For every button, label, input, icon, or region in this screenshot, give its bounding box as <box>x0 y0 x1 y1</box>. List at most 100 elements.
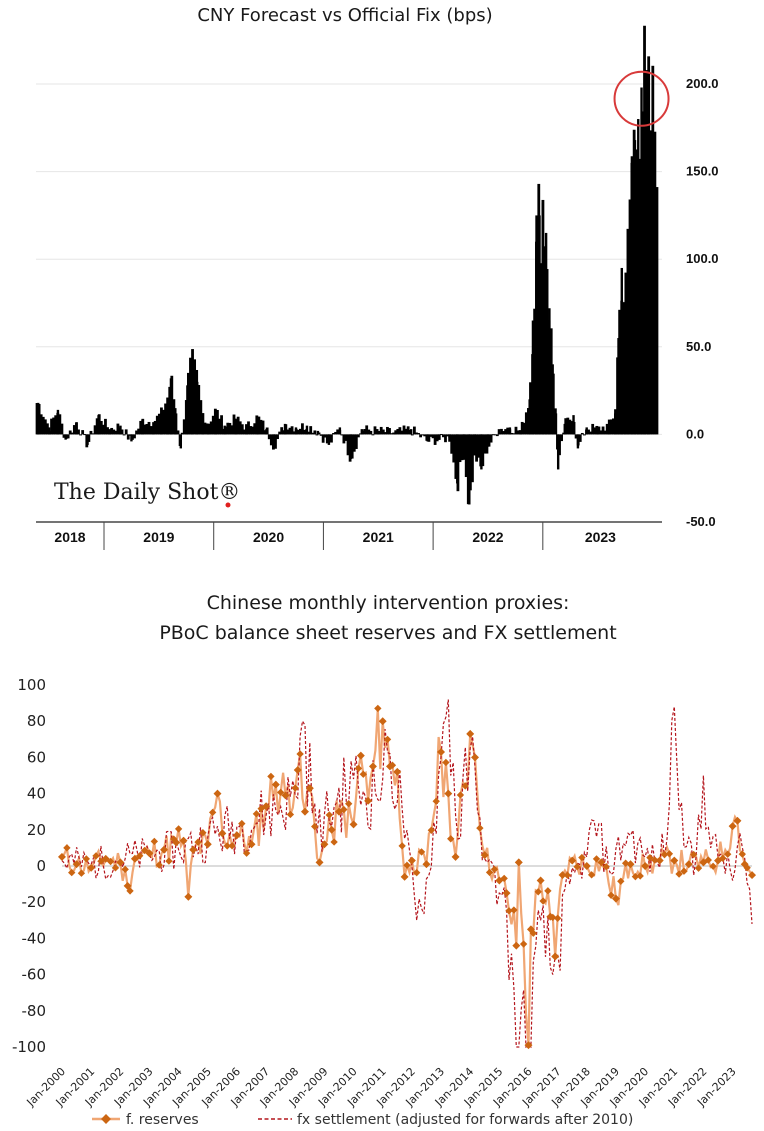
bar <box>412 426 416 435</box>
bar <box>404 428 408 435</box>
bar <box>261 420 265 435</box>
reserves-point <box>573 863 581 871</box>
bar <box>319 434 323 436</box>
y-tick-label: 0.0 <box>686 426 704 441</box>
reserves-point <box>631 872 640 881</box>
reserves-point <box>417 848 426 856</box>
bar <box>419 434 423 438</box>
y-tick-label: 150.0 <box>686 164 719 179</box>
bar <box>612 418 615 435</box>
bar <box>375 429 379 435</box>
bar <box>301 423 304 435</box>
bar <box>450 434 454 454</box>
bar <box>272 434 276 447</box>
fx-settlement-line <box>61 699 753 1049</box>
reserves-point <box>267 772 275 781</box>
reserves-point <box>592 855 601 863</box>
bar <box>591 423 595 435</box>
reserves-point <box>607 891 615 899</box>
reserves-point <box>442 758 450 767</box>
bar <box>145 424 149 435</box>
year-label: 2019 <box>143 529 174 545</box>
y-tick-label: 40 <box>27 785 46 803</box>
bar <box>58 414 62 435</box>
bar <box>81 430 85 435</box>
y-tick-label: 60 <box>27 748 46 766</box>
bar <box>325 434 329 444</box>
bar <box>60 423 64 435</box>
bar <box>203 422 207 435</box>
bar <box>75 422 78 435</box>
year-label: 2022 <box>472 529 503 545</box>
bar <box>108 429 111 435</box>
reserves-point <box>536 876 545 885</box>
bar <box>539 263 543 435</box>
reserves-point <box>218 829 227 838</box>
reserves-point <box>82 855 91 863</box>
y-tick-label: 80 <box>27 712 46 730</box>
reserves-point <box>451 852 460 861</box>
bar <box>402 425 406 435</box>
bar <box>54 415 58 435</box>
bar <box>86 434 89 445</box>
bar <box>439 434 443 436</box>
reserves-point <box>432 797 440 805</box>
bar <box>597 426 601 435</box>
bar <box>468 434 471 505</box>
bar <box>46 423 49 435</box>
bar <box>189 357 192 435</box>
bar <box>323 434 327 438</box>
bar <box>172 399 176 435</box>
bar <box>617 338 620 435</box>
bar <box>473 434 477 456</box>
bar <box>599 430 603 435</box>
bar <box>427 434 431 442</box>
bar <box>274 434 277 449</box>
bar <box>520 421 524 435</box>
bar <box>168 386 172 435</box>
bar <box>330 434 333 443</box>
bar <box>77 429 80 435</box>
bar <box>388 428 391 435</box>
y-tick-label: -40 <box>22 929 47 947</box>
bar <box>634 149 638 435</box>
reserves-point <box>636 872 644 880</box>
bar <box>334 431 337 435</box>
bar <box>338 427 342 435</box>
reserves-point <box>512 941 521 950</box>
bar <box>169 378 173 435</box>
bar <box>437 434 440 440</box>
bar <box>398 427 402 435</box>
bar <box>435 434 439 442</box>
bar <box>582 434 586 436</box>
reserves-point <box>330 838 338 846</box>
bar <box>234 418 237 435</box>
bar <box>560 434 563 442</box>
bar <box>558 434 561 456</box>
bar <box>431 434 435 439</box>
reserves-point <box>476 824 484 832</box>
bar <box>112 429 116 435</box>
bar <box>296 429 300 435</box>
bar <box>276 434 279 440</box>
bar <box>162 409 165 435</box>
bar <box>350 434 354 459</box>
bar <box>164 403 167 435</box>
bar <box>500 428 503 435</box>
legend-reserves-marker <box>101 1114 111 1124</box>
bar <box>396 428 400 435</box>
reserves-point <box>354 764 363 773</box>
bar <box>193 359 197 435</box>
bar <box>352 434 356 452</box>
reserves-point <box>684 860 693 869</box>
bar <box>359 433 362 435</box>
cny-forecast-chart: CNY Forecast vs Official Fix (bps) 200.0… <box>35 5 719 550</box>
y-tick-label: 200.0 <box>686 76 719 91</box>
bar <box>282 430 286 435</box>
bar <box>307 431 311 435</box>
bar <box>645 70 648 435</box>
bar <box>349 434 353 459</box>
bar <box>415 432 418 435</box>
bar <box>332 433 335 435</box>
year-label: 2023 <box>585 529 616 545</box>
